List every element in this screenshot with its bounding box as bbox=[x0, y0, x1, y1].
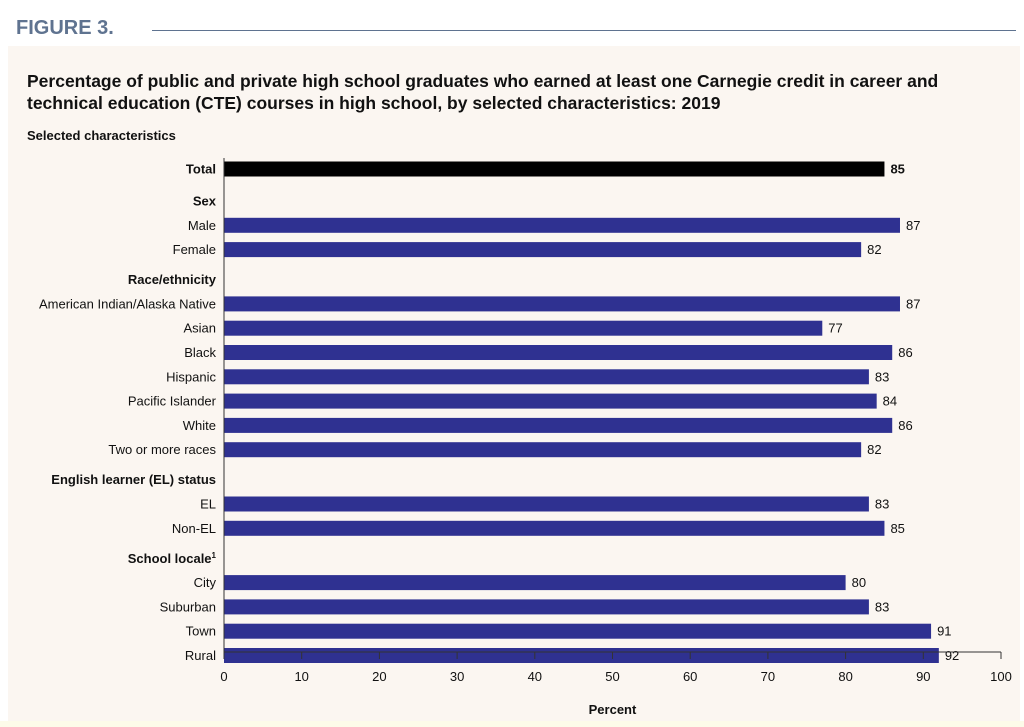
category-label: Male bbox=[188, 218, 216, 233]
chart-title: Percentage of public and private high sc… bbox=[27, 71, 939, 113]
bar bbox=[224, 648, 939, 663]
category-label: City bbox=[194, 575, 217, 590]
category-label: Hispanic bbox=[166, 369, 216, 384]
total-label: Total bbox=[186, 162, 216, 177]
x-tick-label: 70 bbox=[761, 669, 775, 684]
category-label: Rural bbox=[185, 648, 216, 663]
value-label: 80 bbox=[852, 575, 866, 590]
x-tick-label: 80 bbox=[838, 669, 852, 684]
category-label: White bbox=[183, 418, 216, 433]
bar bbox=[224, 496, 869, 512]
value-label: 82 bbox=[867, 242, 881, 257]
value-label: 85 bbox=[890, 162, 904, 177]
value-label: 83 bbox=[875, 369, 889, 384]
bar bbox=[224, 599, 869, 615]
category-label: Non-EL bbox=[172, 521, 216, 536]
x-tick-label: 30 bbox=[450, 669, 464, 684]
value-label: 83 bbox=[875, 599, 889, 614]
category-label: Asian bbox=[183, 321, 216, 336]
figure-header: FIGURE 3. bbox=[0, 0, 1024, 46]
bar bbox=[224, 296, 900, 312]
category-label: Town bbox=[186, 624, 216, 639]
value-label: 77 bbox=[828, 321, 842, 336]
category-label: Suburban bbox=[160, 599, 216, 614]
category-label: Female bbox=[173, 242, 216, 257]
category-header: Selected characteristics bbox=[27, 128, 176, 143]
x-tick-label: 40 bbox=[528, 669, 542, 684]
figure-label: FIGURE 3. bbox=[16, 17, 114, 39]
x-tick-label: 10 bbox=[294, 669, 308, 684]
value-label: 82 bbox=[867, 442, 881, 457]
value-label: 86 bbox=[898, 345, 912, 360]
bar bbox=[224, 575, 846, 591]
value-label: 86 bbox=[898, 418, 912, 433]
group-label: Race/ethnicity bbox=[128, 272, 217, 287]
group-label: English learner (EL) status bbox=[51, 472, 216, 487]
value-label: 83 bbox=[875, 497, 889, 512]
bar bbox=[224, 393, 877, 409]
value-label: 91 bbox=[937, 624, 951, 639]
category-label: Pacific Islander bbox=[128, 394, 217, 409]
bar bbox=[224, 345, 893, 360]
bar bbox=[224, 369, 869, 385]
x-tick-label: 100 bbox=[990, 669, 1012, 684]
bar bbox=[224, 442, 862, 458]
total-bar bbox=[224, 161, 885, 177]
category-label: American Indian/Alaska Native bbox=[39, 296, 216, 311]
value-label: 87 bbox=[906, 218, 920, 233]
bar bbox=[224, 217, 900, 233]
x-tick-label: 90 bbox=[916, 669, 930, 684]
x-tick-label: 20 bbox=[372, 669, 386, 684]
value-label: 85 bbox=[890, 521, 904, 536]
bar bbox=[224, 520, 885, 536]
bar bbox=[224, 320, 823, 336]
category-label: Two or more races bbox=[108, 442, 216, 457]
x-tick-label: 0 bbox=[220, 669, 227, 684]
x-axis-label: Percent bbox=[589, 702, 637, 717]
category-label: EL bbox=[200, 497, 216, 512]
value-label: 84 bbox=[883, 394, 897, 409]
category-label: Black bbox=[184, 345, 216, 360]
group-label: Sex bbox=[193, 194, 217, 209]
x-tick-label: 50 bbox=[605, 669, 619, 684]
bottom-strip bbox=[0, 721, 1024, 727]
value-label: 92 bbox=[945, 648, 959, 663]
bar bbox=[224, 242, 862, 258]
x-tick-label: 60 bbox=[683, 669, 697, 684]
bar bbox=[224, 417, 893, 433]
value-label: 87 bbox=[906, 296, 920, 311]
header-rule bbox=[152, 30, 1016, 31]
bar bbox=[224, 623, 932, 639]
group-label: School locale1 bbox=[128, 551, 217, 566]
